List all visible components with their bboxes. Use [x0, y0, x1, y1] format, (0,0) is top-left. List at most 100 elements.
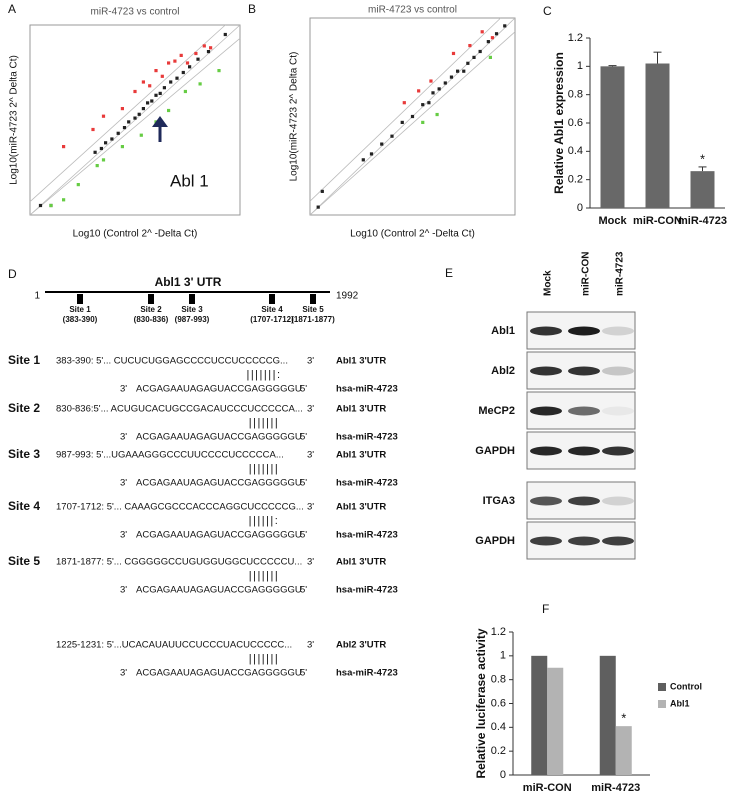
- point: [429, 79, 433, 83]
- point: [194, 51, 198, 56]
- base-pairing: |||||||:: [246, 369, 281, 381]
- base-pairing: |||||||: [249, 463, 280, 475]
- chart-title: miR-4723 vs control: [91, 7, 180, 18]
- target-name: Abl1 3'UTR: [336, 450, 386, 461]
- legend-swatch: [658, 683, 666, 691]
- point: [110, 137, 114, 141]
- point: [62, 198, 66, 202]
- site-marker: [189, 294, 195, 304]
- blot-band: [530, 366, 562, 376]
- target-name: Abl1 3'UTR: [336, 502, 386, 513]
- point: [133, 89, 137, 94]
- target-end: 3': [307, 450, 314, 461]
- lane-label: miR-4723: [615, 251, 626, 296]
- site-name: Site 5: [8, 554, 40, 568]
- point: [196, 57, 200, 61]
- point: [122, 126, 127, 130]
- y-axis-label: Log10(miR-4723 2^ Delta Ct): [9, 55, 20, 185]
- point: [137, 112, 141, 116]
- point: [437, 87, 441, 91]
- point: [167, 61, 171, 65]
- point: [167, 108, 171, 113]
- point: [49, 203, 53, 208]
- blot-band: [568, 536, 600, 546]
- point: [104, 141, 108, 145]
- target-sequence: 1225-1231: 5'...UCACAUAUUCCUCCCUACUCCCCC…: [56, 640, 292, 651]
- point: [169, 80, 173, 84]
- point: [361, 158, 365, 162]
- target-sequence: 383-390: 5'... CUCUCUGGAGCCCCUCCUCCCCCG.…: [56, 356, 288, 367]
- site-name: Site 4: [261, 305, 283, 314]
- y-axis-label: Relative Abl1 expression: [552, 52, 566, 194]
- point: [390, 134, 394, 138]
- point: [217, 69, 221, 73]
- base-pairing: |||||||: [249, 417, 280, 429]
- mirna-end: 5': [300, 432, 307, 443]
- point: [62, 145, 66, 149]
- blot-band: [602, 366, 634, 376]
- point: [421, 103, 425, 107]
- target-end: 3': [307, 356, 314, 367]
- point: [206, 50, 211, 54]
- point: [431, 91, 435, 95]
- target-end: 3': [307, 404, 314, 415]
- point: [120, 145, 124, 149]
- site-marker: [148, 294, 154, 304]
- site-range: (830-836): [134, 315, 169, 324]
- target-sequence: 987-993: 5'...UGAAAGGGCCCUUCCCCUCCCCCA..…: [56, 450, 284, 461]
- blot-row-label: GAPDH: [475, 535, 515, 547]
- point: [202, 44, 206, 48]
- x-tick-label: miR-CON: [523, 782, 572, 794]
- point: [466, 61, 470, 65]
- blot-band: [602, 496, 634, 506]
- target-name: Abl1 3'UTR: [336, 356, 386, 367]
- panel-label: D: [8, 267, 17, 281]
- site-name: Site 2: [140, 305, 162, 314]
- base-pairing: |||||||: [249, 653, 280, 665]
- mirna-end: 5': [300, 668, 307, 679]
- blot-band: [530, 446, 562, 456]
- point: [486, 40, 490, 44]
- mirna-start: 3': [120, 478, 127, 489]
- point: [95, 164, 99, 168]
- site-name: Site 4: [8, 499, 40, 513]
- fold-line: [29, 24, 226, 202]
- blot-band: [602, 406, 634, 416]
- blot-band: [568, 496, 600, 506]
- mirna-end: 5': [300, 384, 307, 395]
- mirna-name: hsa-miR-4723: [336, 585, 398, 596]
- legend-label: Abl1: [670, 698, 690, 708]
- mirna-sequence: ACGAGAAUAGAGUACCGAGGGGGU: [136, 668, 302, 679]
- point: [38, 203, 43, 208]
- point: [320, 189, 324, 193]
- significance-mark: *: [621, 711, 626, 726]
- y-tick-label: 0: [500, 769, 506, 781]
- x-axis-label: Log10 (Control 2^ -Delta Ct): [73, 229, 198, 240]
- point: [223, 32, 227, 37]
- point: [488, 55, 492, 59]
- mirna-name: hsa-miR-4723: [336, 530, 398, 541]
- y-tick-label: 1: [577, 60, 583, 72]
- target-sequence: 830-836:5'... ACUGUCACUGCCGACAUCCCUCCCCC…: [56, 404, 303, 415]
- panel-label: E: [445, 266, 453, 280]
- point: [127, 120, 131, 124]
- point: [160, 74, 164, 78]
- y-tick-label: 0: [577, 202, 583, 214]
- point: [93, 150, 97, 154]
- fold-line: [29, 37, 241, 216]
- point: [116, 131, 120, 135]
- site-name: Site 2: [8, 401, 40, 415]
- site-range: (1871-1877): [291, 315, 335, 324]
- fold-line: [29, 24, 241, 216]
- point: [175, 76, 179, 80]
- point: [120, 107, 124, 111]
- point: [185, 61, 190, 65]
- mirna-end: 5': [300, 585, 307, 596]
- y-tick-label: 0.6: [491, 697, 506, 709]
- lane-label: Mock: [543, 270, 554, 296]
- bar: [600, 66, 625, 208]
- target-name: Abl2 3'UTR: [336, 640, 386, 651]
- site-name: Site 3: [181, 305, 203, 314]
- point: [162, 86, 166, 90]
- panel-label: F: [542, 602, 549, 616]
